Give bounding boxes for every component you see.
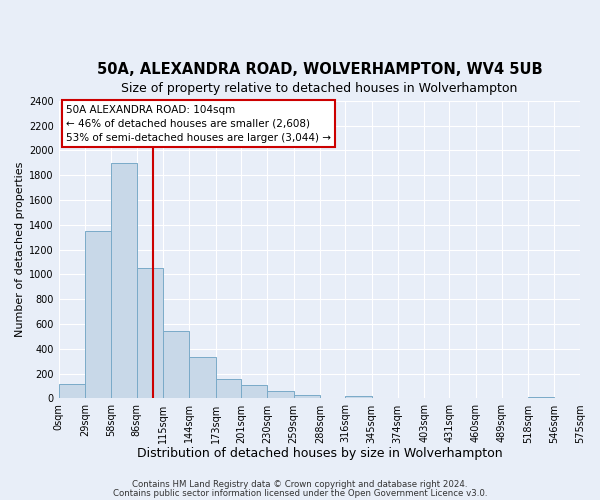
Bar — [215, 378, 241, 398]
Bar — [112, 163, 137, 398]
X-axis label: Distribution of detached houses by size in Wolverhampton: Distribution of detached houses by size … — [137, 447, 502, 460]
Y-axis label: Number of detached properties: Number of detached properties — [15, 162, 25, 338]
Bar — [163, 332, 190, 398]
Bar — [137, 268, 163, 398]
Text: Contains HM Land Registry data © Crown copyright and database right 2024.: Contains HM Land Registry data © Crown c… — [132, 480, 468, 489]
Bar — [267, 391, 293, 398]
Text: Contains public sector information licensed under the Open Government Licence v3: Contains public sector information licen… — [113, 488, 487, 498]
Text: Size of property relative to detached houses in Wolverhampton: Size of property relative to detached ho… — [121, 82, 518, 95]
Bar — [85, 231, 112, 398]
Bar — [345, 396, 371, 398]
Bar — [529, 396, 554, 398]
Bar — [293, 395, 320, 398]
Bar — [59, 384, 85, 398]
Bar — [190, 357, 215, 399]
Text: 50A ALEXANDRA ROAD: 104sqm
← 46% of detached houses are smaller (2,608)
53% of s: 50A ALEXANDRA ROAD: 104sqm ← 46% of deta… — [66, 104, 331, 142]
Text: 50A, ALEXANDRA ROAD, WOLVERHAMPTON, WV4 5UB: 50A, ALEXANDRA ROAD, WOLVERHAMPTON, WV4 … — [97, 62, 542, 77]
Bar — [241, 386, 267, 398]
